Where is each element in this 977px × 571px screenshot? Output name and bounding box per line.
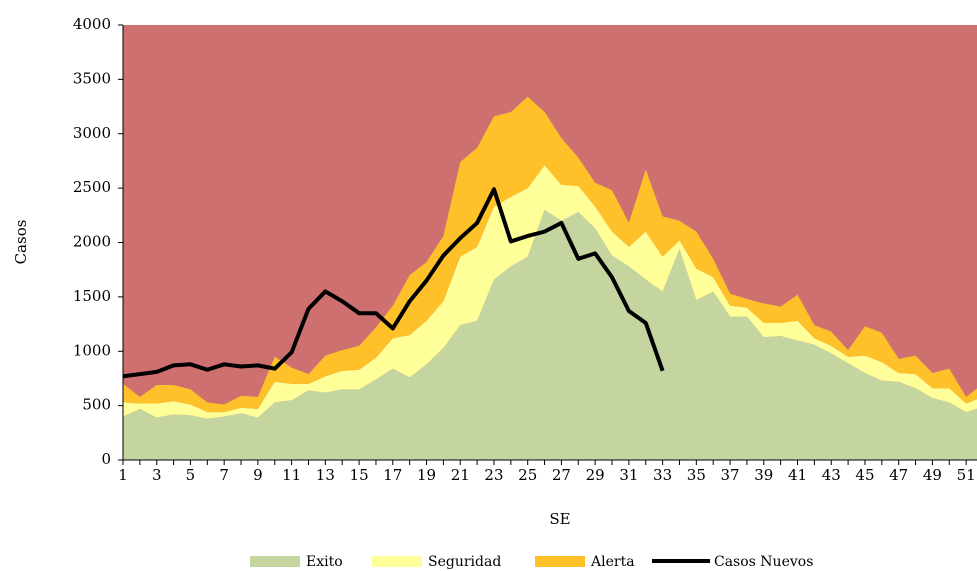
x-tick-label: 41	[788, 466, 807, 484]
x-tick-label: 19	[417, 466, 436, 484]
x-tick-label: 31	[619, 466, 638, 484]
x-tick-label: 15	[350, 466, 369, 484]
x-tick-label: 3	[152, 466, 162, 484]
legend-item: Exito	[250, 554, 343, 570]
y-tick-label: 500	[82, 396, 111, 414]
x-tick-label: 39	[754, 466, 773, 484]
y-tick-label: 3500	[73, 69, 111, 87]
x-tick-label: 27	[552, 466, 571, 484]
x-tick-label: 43	[822, 466, 841, 484]
x-tick-label: 29	[586, 466, 605, 484]
y-axis-label: Casos	[12, 220, 30, 265]
x-tick-label: 11	[282, 466, 301, 484]
area	[123, 209, 977, 460]
x-tick-label: 25	[518, 466, 537, 484]
x-tick-label: 35	[687, 466, 706, 484]
x-tick-label: 37	[721, 466, 740, 484]
legend-swatch	[250, 556, 300, 567]
x-axis-label: SE	[549, 510, 570, 528]
legend-label: Casos Nuevos	[714, 554, 813, 570]
x-tick-label: 49	[923, 466, 942, 484]
y-tick-label: 2000	[73, 233, 111, 251]
y-tick-label: 4000	[73, 15, 111, 33]
y-tick-label: 0	[101, 450, 111, 468]
x-tick-label: 17	[383, 466, 402, 484]
x-tick-label: 1	[118, 466, 128, 484]
legend-item: Alerta	[535, 554, 635, 570]
x-tick-label: 7	[219, 466, 229, 484]
area	[123, 96, 977, 413]
y-tick-label: 1000	[73, 341, 111, 359]
legend-swatch	[372, 556, 422, 567]
x-tick-label: 21	[451, 466, 470, 484]
legend-item: Casos Nuevos	[652, 554, 813, 570]
x-tick-label: 23	[484, 466, 503, 484]
x-tick-label: 47	[889, 466, 908, 484]
y-tick-label: 3000	[73, 124, 111, 142]
legend-item: Seguridad	[372, 554, 501, 570]
x-tick-label: 9	[253, 466, 263, 484]
legend-swatch	[535, 556, 585, 567]
legend-label: Seguridad	[428, 554, 501, 570]
legend-label: Exito	[306, 554, 343, 570]
y-tick-label: 2500	[73, 178, 111, 196]
x-tick-label: 5	[186, 466, 196, 484]
line	[122, 187, 665, 379]
x-tick-label: 45	[855, 466, 874, 484]
x-tick-label: 33	[653, 466, 672, 484]
x-tick-label: 51	[957, 466, 976, 484]
y-tick-label: 1500	[73, 287, 111, 305]
legend-label: Alerta	[590, 554, 635, 570]
x-tick-label: 13	[316, 466, 335, 484]
